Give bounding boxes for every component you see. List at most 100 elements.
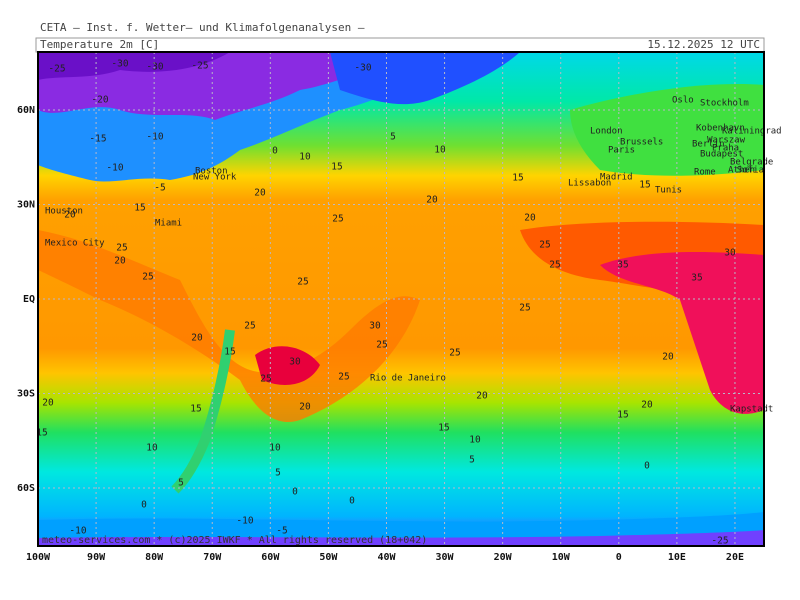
city-label: Rio de Janeiro — [370, 374, 446, 384]
contour-label: 20 — [524, 213, 536, 224]
city-label: Athen — [728, 166, 755, 176]
contour-label: -10 — [69, 526, 86, 537]
contour-label: 10 — [269, 443, 281, 454]
contour-label: 15 — [331, 162, 342, 173]
city-label: Tunis — [655, 186, 682, 196]
contour-labels: -25 -30 -30 -25 -30 -20 -10 -15 -10 -5 0 10 15 5 10 20 2… — [36, 59, 736, 547]
contour-label: 10 — [434, 145, 446, 156]
hot-spot-south-america — [255, 346, 320, 385]
city-label: Madrid — [600, 173, 633, 183]
lon-tick-label: 90W — [87, 552, 106, 563]
city-label: Sofia — [737, 166, 764, 176]
contour-label: 30 — [289, 357, 301, 368]
contour-label: 0 — [141, 500, 147, 511]
contour-label: 0 — [272, 146, 278, 157]
contour-label: 35 — [617, 260, 628, 271]
contour-label: 20 — [299, 402, 311, 413]
city-label: Budapest — [700, 150, 743, 160]
contour-label: 20 — [114, 256, 126, 267]
lon-tick-label: 30W — [436, 552, 455, 563]
contour-label: 25 — [244, 321, 255, 332]
contour-label: 30 — [724, 248, 736, 259]
contour-label: 10 — [146, 443, 158, 454]
organisation: CETA – Inst. f. Wetter– und Klimafolgena… — [40, 21, 365, 34]
contour-label: 25 — [449, 348, 460, 359]
city-label: Paris — [608, 146, 635, 156]
city-label: Lissabon — [568, 179, 611, 189]
lon-tick-label: 20E — [726, 552, 744, 563]
lat-tick-label: 60S — [17, 483, 35, 494]
contour-label: -30 — [146, 62, 163, 73]
city-label: London — [590, 127, 623, 137]
contour-label: 15 — [36, 428, 47, 439]
valid-time: 15.12.2025 12 UTC — [647, 38, 760, 51]
city-label: Kaliningrad — [722, 127, 782, 137]
contour-label: 0 — [292, 487, 298, 498]
contour-label: -25 — [191, 61, 208, 72]
contour-label: -30 — [354, 63, 371, 74]
contour-label: 5 — [178, 478, 184, 489]
city-label: Brussels — [620, 138, 663, 148]
city-label: New York — [193, 173, 237, 183]
contour-label: -25 — [48, 64, 65, 75]
city-labels: Oslo Stockholm London KobenhavnKaliningradW… — [45, 96, 782, 415]
contour-label: 20 — [662, 352, 674, 363]
contour-label: 0 — [349, 496, 355, 507]
city-label: Boston — [195, 167, 228, 177]
lon-tick-label: 40W — [377, 552, 396, 563]
city-label: Berlin — [692, 140, 725, 150]
contour-label: 25 — [519, 303, 530, 314]
city-label: Stockholm — [700, 99, 749, 109]
contour-label: 0 — [644, 461, 650, 472]
hot-africa — [600, 252, 764, 414]
contour-label: -10 — [106, 163, 123, 174]
contour-label: 30 — [369, 321, 381, 332]
lon-tick-label: 80W — [145, 552, 164, 563]
contour-label: 15 — [512, 173, 523, 184]
contour-label: -30 — [111, 59, 128, 70]
footer: meteo-services.com * (c)2025 IWKF * All … — [42, 535, 427, 546]
contour-label: 25 — [549, 260, 560, 271]
lat-tick-label: 60N — [17, 105, 35, 116]
contour-label: 15 — [224, 347, 235, 358]
contour-label: -15 — [89, 134, 106, 145]
contour-label: -5 — [276, 526, 287, 537]
contour-label: 15 — [438, 423, 449, 434]
field-name: Temperature 2m [C] — [40, 38, 159, 51]
cold-greenland — [330, 52, 520, 105]
contour-label: 5 — [390, 132, 396, 143]
city-label: Rome — [694, 168, 716, 178]
contour-label: 25 — [539, 240, 550, 251]
contour-label: 5 — [275, 468, 281, 479]
contour-label: 35 — [691, 273, 702, 284]
lon-tick-label: 10W — [552, 552, 571, 563]
contour-label: -20 — [91, 95, 108, 106]
coldest-north — [38, 52, 230, 80]
contour-label: 20 — [42, 398, 54, 409]
lon-tick-label: 60W — [261, 552, 280, 563]
lon-tick-label: 50W — [319, 552, 338, 563]
lon-tick-label: 10E — [668, 552, 686, 563]
contour-label: 20 — [476, 391, 488, 402]
contour-label: 25 — [116, 243, 127, 254]
contour-label: 25 — [332, 214, 343, 225]
lon-tick-label: 100W — [26, 552, 51, 563]
map-frame — [37, 51, 765, 547]
contour-label: 25 — [338, 372, 349, 383]
contour-label: -5 — [154, 183, 165, 194]
contour-label: 15 — [190, 404, 201, 415]
contour-label: 15 — [639, 180, 650, 191]
contour-label: -10 — [146, 132, 163, 143]
contour-label: 10 — [469, 435, 481, 446]
city-label: Oslo — [672, 96, 694, 106]
city-label: Kapstadt — [730, 405, 773, 415]
contour-label: 15 — [617, 410, 628, 421]
contour-label: 20 — [64, 210, 76, 221]
contour-label: 20 — [254, 188, 266, 199]
warm-south-america — [38, 230, 420, 422]
map-field — [38, 52, 764, 546]
lon-tick-label: 70W — [203, 552, 222, 563]
lat-tick-label: 30N — [17, 199, 35, 210]
lat-tick-label: EQ — [23, 294, 35, 305]
